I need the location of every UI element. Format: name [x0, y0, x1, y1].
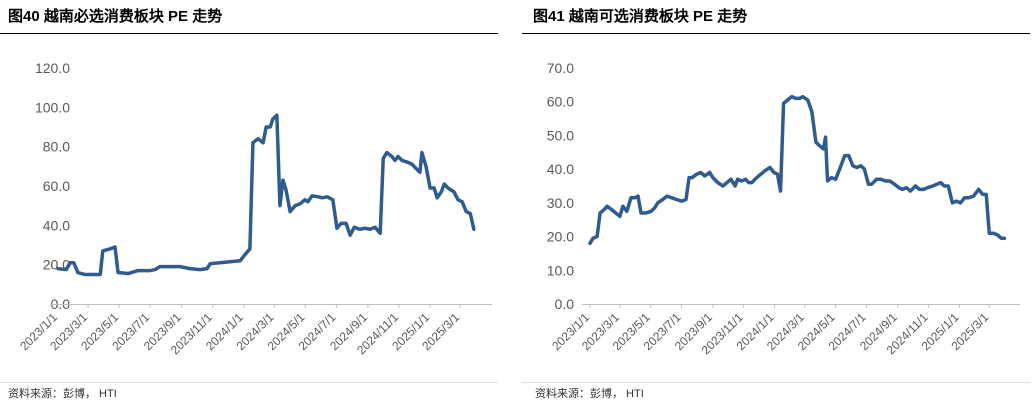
y-tick-label: 20.0: [547, 229, 574, 245]
y-tick-label: 70.0: [547, 60, 574, 76]
chart-title: 图40 越南必选消费板块 PE 走势: [8, 7, 222, 25]
line-series: [588, 94, 1007, 246]
y-tick-label: 60.0: [547, 94, 574, 110]
y-tick-label: 40.0: [43, 217, 70, 233]
chart-title: 图41 越南可选消费板块 PE 走势: [533, 7, 747, 25]
y-tick-label: 0.0: [555, 296, 575, 312]
y-tick-label: 30.0: [547, 195, 574, 211]
y-tick-label: 120.0: [35, 60, 70, 76]
source-note: 资料来源：彭博， HTI: [535, 386, 644, 400]
y-tick-label: 10.0: [547, 262, 574, 278]
y-tick-label: 60.0: [43, 178, 70, 194]
line-series: [56, 113, 476, 277]
y-tick-label: 40.0: [547, 161, 574, 177]
source-note: 资料来源：彭博， HTI: [8, 386, 117, 400]
y-tick-label: 80.0: [43, 139, 70, 155]
y-tick-label: 50.0: [547, 127, 574, 143]
y-tick-label: 100.0: [35, 99, 70, 115]
